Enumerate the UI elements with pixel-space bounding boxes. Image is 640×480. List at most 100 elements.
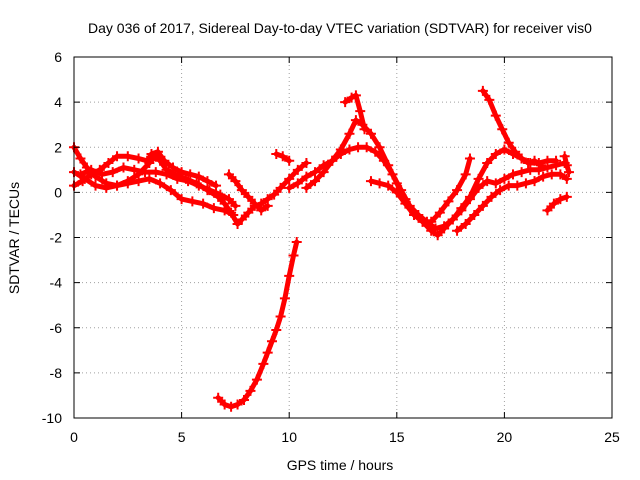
data-point bbox=[318, 167, 329, 178]
data-point bbox=[86, 164, 97, 175]
y-tick-label: -8 bbox=[50, 365, 63, 381]
chart-title: Day 036 of 2017, Sidereal Day-to-day VTE… bbox=[88, 20, 592, 36]
data-point bbox=[310, 176, 321, 187]
data-point bbox=[409, 209, 420, 220]
x-tick-label: 15 bbox=[389, 429, 405, 445]
data-point bbox=[256, 205, 267, 216]
data-point bbox=[434, 207, 445, 218]
data-point bbox=[344, 128, 355, 139]
data-point bbox=[464, 191, 475, 202]
grid bbox=[74, 57, 612, 418]
data-point bbox=[477, 85, 488, 96]
series-track-11 bbox=[452, 169, 572, 236]
data-point bbox=[262, 200, 273, 211]
data-point bbox=[456, 203, 467, 214]
data-point bbox=[176, 194, 187, 205]
data-point bbox=[226, 401, 237, 412]
data-point bbox=[122, 178, 133, 189]
data-point bbox=[516, 167, 527, 178]
data-point bbox=[350, 90, 361, 101]
data-point bbox=[383, 160, 394, 171]
data-point bbox=[340, 97, 351, 108]
data-point bbox=[223, 194, 234, 205]
data-point bbox=[460, 169, 471, 180]
data-point bbox=[477, 200, 488, 211]
data-point bbox=[243, 207, 254, 218]
data-point bbox=[301, 182, 312, 193]
y-tick-label: -6 bbox=[50, 320, 63, 336]
data-point bbox=[490, 149, 501, 160]
x-tick-label: 10 bbox=[281, 429, 297, 445]
data-point bbox=[310, 167, 321, 178]
data-point bbox=[271, 325, 282, 336]
y-tick-label: 4 bbox=[54, 94, 62, 110]
y-tick-label: -2 bbox=[50, 230, 63, 246]
data-point bbox=[133, 153, 144, 164]
data-point bbox=[140, 167, 151, 178]
y-tick-label: 0 bbox=[54, 184, 62, 200]
data-point bbox=[232, 399, 243, 410]
series-band bbox=[78, 165, 238, 209]
y-tick-label: 2 bbox=[54, 139, 62, 155]
data-point bbox=[469, 209, 480, 220]
data-point bbox=[460, 218, 471, 229]
data-point bbox=[185, 169, 196, 180]
series-track-9 bbox=[340, 90, 370, 135]
data-point bbox=[499, 173, 510, 184]
y-tick-label: -10 bbox=[42, 410, 62, 426]
data-point bbox=[230, 176, 241, 187]
data-point bbox=[520, 178, 531, 189]
data-point bbox=[529, 176, 540, 187]
data-point bbox=[75, 169, 86, 180]
data-point bbox=[96, 169, 107, 180]
data-point bbox=[103, 158, 114, 169]
data-point bbox=[167, 162, 178, 173]
data-point bbox=[559, 151, 570, 162]
x-tick-label: 0 bbox=[70, 429, 78, 445]
data-point bbox=[355, 106, 366, 117]
data-point bbox=[271, 149, 282, 160]
series-track-3 bbox=[69, 167, 239, 220]
data-point bbox=[529, 155, 540, 166]
data-point bbox=[193, 171, 204, 182]
x-tick-label: 5 bbox=[178, 429, 186, 445]
data-point bbox=[538, 171, 549, 182]
data-point bbox=[112, 151, 123, 162]
data-point bbox=[150, 167, 161, 178]
series-track-5 bbox=[223, 169, 273, 216]
data-point bbox=[335, 144, 346, 155]
data-point bbox=[510, 146, 521, 157]
data-point bbox=[291, 237, 302, 248]
data-point bbox=[374, 142, 385, 153]
data-point bbox=[503, 137, 514, 148]
data-point bbox=[508, 169, 519, 180]
series-track-8 bbox=[301, 115, 562, 241]
data-point bbox=[561, 191, 572, 202]
series-track-6 bbox=[271, 149, 295, 166]
data-point bbox=[555, 194, 566, 205]
data-point bbox=[350, 115, 361, 126]
data-point bbox=[165, 185, 176, 196]
data-point bbox=[223, 169, 234, 180]
data-point bbox=[301, 158, 312, 169]
data-point bbox=[561, 173, 572, 184]
data-point bbox=[90, 180, 101, 191]
data-point bbox=[495, 185, 506, 196]
data-point bbox=[561, 160, 572, 171]
data-point bbox=[146, 149, 157, 160]
data-point bbox=[482, 176, 493, 187]
data-point bbox=[383, 180, 394, 191]
data-point bbox=[490, 178, 501, 189]
data-point bbox=[269, 189, 280, 200]
x-tick-label: 20 bbox=[497, 429, 513, 445]
data-point bbox=[279, 293, 290, 304]
data-point bbox=[359, 124, 370, 135]
series-track-4 bbox=[75, 162, 241, 211]
data-point bbox=[75, 153, 86, 164]
x-tick-label: 25 bbox=[604, 429, 620, 445]
series-track-13 bbox=[542, 191, 572, 216]
series-track-14 bbox=[559, 151, 574, 178]
data-point bbox=[535, 160, 546, 171]
data-point bbox=[365, 128, 376, 139]
